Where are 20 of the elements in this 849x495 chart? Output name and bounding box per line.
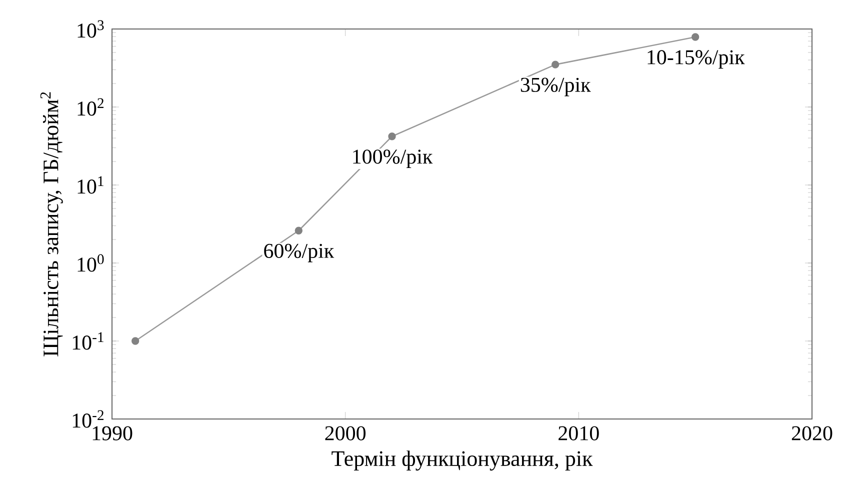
y-tick-label: 10$^{2}$ (78, 98, 104, 116)
y-tick-label: 10$^{-1}$ (72, 332, 104, 350)
annotation: 10-15%/рік (648, 50, 745, 69)
annotation: 100%/рік (353, 150, 433, 168)
x-tick-label: 2000 (325, 426, 366, 440)
point (692, 33, 700, 41)
x-tick-label: 2020 (792, 426, 832, 440)
point (552, 60, 560, 68)
point (131, 337, 140, 345)
x-tick-label: 2010 (558, 426, 599, 440)
y-tick-label: 10$^{0}$ (78, 254, 104, 272)
x-tick-label: 1990 (92, 426, 132, 440)
annotation: 60%/рік (264, 244, 334, 262)
point (388, 132, 396, 140)
x-axis-title: Термін функціонування, рік (332, 450, 593, 471)
y-tick-label: 10$^{3}$ (78, 20, 104, 38)
y-tick-label: 10$^{1}$ (78, 176, 104, 194)
y-axis-title: Щільність запису, ГБ/дюйм$^{2}$ (40, 92, 63, 356)
annotation: 35%/рік (520, 78, 591, 96)
point (294, 226, 303, 234)
